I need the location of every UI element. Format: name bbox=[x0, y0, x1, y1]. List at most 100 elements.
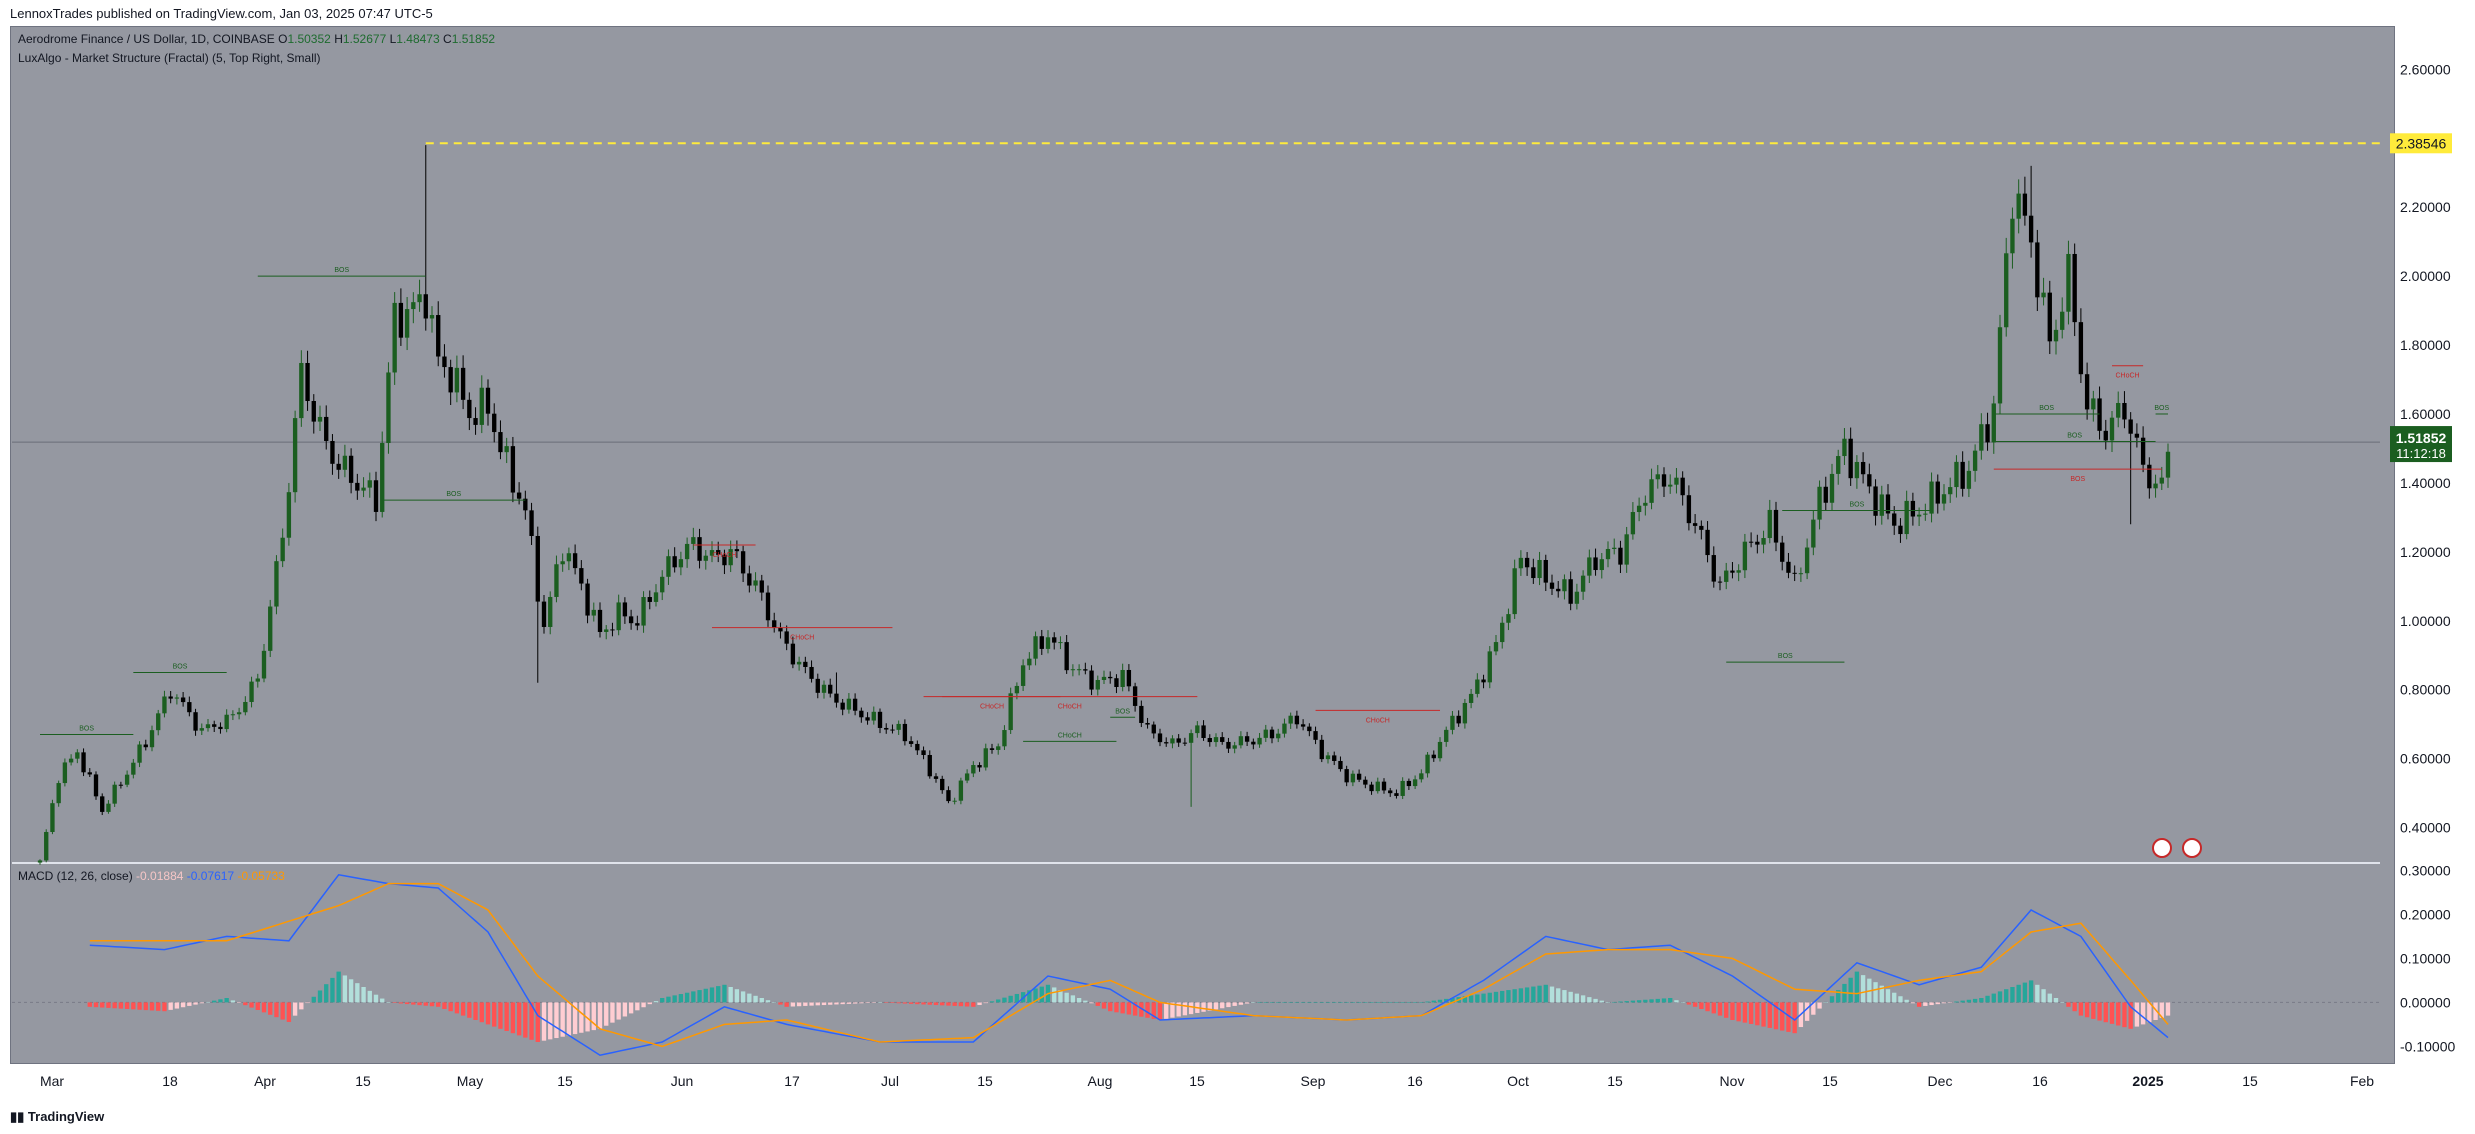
candle-body bbox=[44, 831, 49, 861]
candle-body bbox=[1568, 579, 1573, 604]
candle-body bbox=[199, 728, 204, 731]
macd-histogram-bar bbox=[877, 1002, 883, 1003]
candle-body bbox=[1836, 456, 1841, 474]
macd-histogram-bar bbox=[908, 1002, 914, 1004]
macd-histogram-bar bbox=[2004, 989, 2009, 1003]
candle-body bbox=[212, 724, 217, 727]
candle-body bbox=[1860, 461, 1866, 475]
candle-body bbox=[1363, 779, 1368, 785]
macd-histogram-bar bbox=[859, 1002, 864, 1004]
candle-body bbox=[218, 726, 223, 730]
candle-body bbox=[1898, 525, 1903, 535]
macd-histogram-bar bbox=[647, 1002, 652, 1005]
candle-body bbox=[908, 741, 914, 744]
macd-histogram-bar bbox=[417, 1002, 422, 1006]
candle-body bbox=[1325, 755, 1331, 760]
candle-body bbox=[1431, 754, 1436, 759]
macd-histogram-bar bbox=[1966, 999, 1972, 1003]
candle-body bbox=[1276, 733, 1281, 739]
macd-histogram-bar bbox=[1014, 993, 1020, 1003]
macd-histogram-bar bbox=[1002, 997, 1007, 1003]
macd-histogram-bar bbox=[342, 975, 348, 1003]
macd-histogram-bar bbox=[411, 1002, 416, 1005]
macd-histogram-bar bbox=[249, 1002, 254, 1008]
macd-histogram-bar bbox=[355, 983, 360, 1003]
macd-histogram-bar bbox=[1991, 993, 1996, 1003]
macd-histogram-bar bbox=[1058, 990, 1063, 1003]
time-axis-label: Dec bbox=[1928, 1073, 1953, 1089]
candle-body bbox=[1344, 769, 1349, 783]
candle-body bbox=[1674, 477, 1679, 485]
structure-label: BOS bbox=[2154, 405, 2169, 412]
macd-histogram-bar bbox=[1742, 1002, 1748, 1023]
candle-body bbox=[404, 309, 410, 338]
macd-histogram-bar bbox=[504, 1002, 509, 1031]
time-axis-label: Sep bbox=[1301, 1073, 1326, 1089]
candle-body bbox=[299, 362, 304, 419]
macd-histogram-bar bbox=[1132, 1002, 1138, 1016]
macd-legend: MACD (12, 26, close) -0.01884 -0.07617 -… bbox=[18, 869, 285, 883]
macd-histogram-bar bbox=[1039, 986, 1044, 1003]
time-axis-label: Jun bbox=[671, 1073, 694, 1089]
candle-body bbox=[1282, 723, 1287, 734]
macd-histogram-bar bbox=[1325, 1002, 1331, 1003]
macd-histogram-bar bbox=[330, 977, 335, 1003]
candle-body bbox=[292, 418, 298, 493]
candle-body bbox=[852, 698, 858, 711]
macd-histogram-bar bbox=[118, 1002, 124, 1009]
structure-label: CHoCH bbox=[1366, 717, 1390, 724]
open-label: O bbox=[278, 32, 288, 46]
candle-body bbox=[1170, 738, 1175, 744]
candle-body bbox=[448, 367, 453, 393]
candle-body bbox=[1960, 461, 1965, 489]
candle-body bbox=[1991, 403, 1996, 443]
candle-body bbox=[479, 387, 484, 425]
macd-histogram-bar bbox=[230, 1000, 236, 1003]
macd-histogram-bar bbox=[1655, 998, 1660, 1003]
macd-histogram-bar bbox=[1238, 1002, 1244, 1005]
candle-body bbox=[1655, 474, 1660, 480]
macd-histogram-bar bbox=[871, 1002, 876, 1003]
candle-body bbox=[902, 723, 908, 742]
candle-body bbox=[1686, 495, 1692, 524]
candle-body bbox=[529, 510, 534, 536]
macd-histogram-bar bbox=[1929, 1002, 1934, 1006]
time-axis-label: 17 bbox=[784, 1073, 800, 1089]
macd-histogram-bar bbox=[884, 1002, 889, 1003]
candle-body bbox=[1786, 561, 1791, 573]
candle-body bbox=[87, 772, 92, 775]
candle-body bbox=[1002, 730, 1007, 747]
candle-body bbox=[311, 401, 316, 422]
macd-histogram-bar bbox=[927, 1002, 932, 1005]
macd-histogram-bar bbox=[348, 979, 354, 1003]
time-axis-label: 15 bbox=[1189, 1073, 1205, 1089]
structure-label: BOS bbox=[2067, 433, 2082, 440]
candle-body bbox=[417, 294, 422, 303]
macd-histogram-bar bbox=[317, 990, 323, 1003]
candle-body bbox=[1500, 622, 1505, 643]
candle-body bbox=[330, 440, 335, 464]
chart-pane[interactable] bbox=[10, 26, 2395, 1064]
macd-histogram-bar bbox=[840, 1002, 845, 1005]
macd-histogram-bar bbox=[1960, 1000, 1965, 1003]
macd-histogram-bar bbox=[187, 1002, 192, 1006]
candle-body bbox=[1356, 773, 1362, 780]
macd-histogram-bar bbox=[846, 1002, 852, 1004]
macd-histogram-bar bbox=[1244, 1002, 1250, 1004]
candle-body bbox=[1916, 514, 1922, 517]
candle-body bbox=[1699, 525, 1704, 530]
candle-body bbox=[796, 661, 802, 665]
macd-histogram-bar bbox=[1282, 1002, 1287, 1003]
macd-histogram-bar bbox=[1892, 992, 1897, 1003]
macd-histogram-bar bbox=[933, 1002, 939, 1006]
macd-axis-label: 0.30000 bbox=[2400, 862, 2451, 878]
macd-histogram-bar bbox=[1226, 1002, 1231, 1008]
macd-histogram-bar bbox=[1786, 1002, 1791, 1032]
candle-body bbox=[124, 774, 130, 785]
candle-body bbox=[1332, 755, 1337, 761]
macd-histogram-bar bbox=[896, 1002, 901, 1004]
candle-body bbox=[1742, 541, 1748, 571]
macd-histogram-bar bbox=[622, 1002, 628, 1017]
macd-histogram-bar bbox=[404, 1002, 410, 1005]
